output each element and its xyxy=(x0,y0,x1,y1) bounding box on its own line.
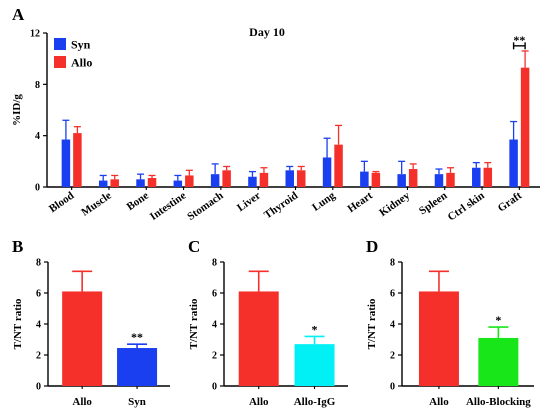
panel-letter-d: D xyxy=(366,237,378,256)
y-tick-label: 6 xyxy=(36,289,41,300)
y-tick-label: 4 xyxy=(212,320,217,331)
legend-swatch-syn xyxy=(54,38,66,50)
panel-letter-a: A xyxy=(12,5,25,24)
legend-swatch-allo xyxy=(54,56,66,68)
y-tick-label: 0 xyxy=(212,382,217,393)
bar-allo-heart xyxy=(371,172,381,187)
bar-allo-muscle xyxy=(110,179,119,187)
category-label-allo: Allo xyxy=(429,396,449,408)
panel-a: A Day 10 %ID/g 0 4 8 12 Blood Muscle BoneIntestin… xyxy=(11,5,540,223)
category-label-kidney: Kidney xyxy=(377,189,412,219)
y-axis-title: %ID/g xyxy=(11,94,23,126)
category-label-heart: Heart xyxy=(345,189,375,215)
category-label-muscle: Muscle xyxy=(79,190,114,219)
category-label-allo: Allo xyxy=(249,396,269,408)
category-label-blood: Blood xyxy=(47,190,76,216)
y-tick-label: 6 xyxy=(390,289,395,300)
bar-allo-thyroid xyxy=(297,170,306,187)
bar-allo-lung xyxy=(334,144,343,187)
y-tick-label: 4 xyxy=(390,320,395,331)
bar-allo xyxy=(62,291,103,386)
bar-syn-thyroid xyxy=(285,170,294,187)
bar-syn-intestine xyxy=(173,180,183,187)
bar-allo-graft xyxy=(520,67,530,187)
y-tick-label: 12 xyxy=(30,29,40,40)
category-label-graft: Graft xyxy=(496,189,525,214)
y-tick-label: 0 xyxy=(35,183,40,194)
category-label-thyroid: Thyroid xyxy=(262,190,300,222)
y-tick-label: 8 xyxy=(390,258,395,269)
panel-letter-b: B xyxy=(12,237,23,256)
significance-marker: ** xyxy=(131,330,143,344)
category-label-lung: Lung xyxy=(310,189,338,213)
category-label-ctrl-skin: Ctrl skin xyxy=(446,190,487,224)
panel-letter-c: C xyxy=(188,237,200,256)
bar-allo-igg xyxy=(294,344,335,386)
bar-allo-bone xyxy=(147,178,157,187)
bar-allo xyxy=(418,291,459,386)
legend-label-syn: Syn xyxy=(71,38,91,52)
bar-syn-kidney xyxy=(397,174,406,187)
bar-syn-lung xyxy=(322,157,332,187)
y-axis-title: T/NT ratio xyxy=(188,298,200,349)
y-tick-label: 8 xyxy=(35,80,40,91)
bar-syn-blood xyxy=(61,139,71,187)
category-label-stomach: Stomach xyxy=(185,190,225,223)
bar-allo-ctrl-skin xyxy=(483,167,493,187)
y-tick-label: 4 xyxy=(36,320,41,331)
bar-syn-heart xyxy=(360,171,369,187)
bar-allo-spleen xyxy=(446,172,455,187)
category-label-allo-igg: Allo-IgG xyxy=(294,396,336,408)
y-tick-label: 4 xyxy=(35,131,40,142)
bar-syn-stomach xyxy=(210,174,220,187)
y-tick-label: 8 xyxy=(212,258,217,269)
bar-allo-liver xyxy=(259,172,269,187)
bar-allo-blocking xyxy=(478,337,519,386)
y-tick-label: 2 xyxy=(390,351,395,362)
category-label-allo: Allo xyxy=(72,396,92,408)
bar-syn-spleen xyxy=(434,174,444,187)
bar-allo xyxy=(238,291,279,386)
bar-syn-liver xyxy=(248,176,257,187)
panel-c: C T/NT ratio 0 2 4 6 8 Allo Allo-IgG * xyxy=(188,237,348,408)
bar-allo-intestine xyxy=(185,175,194,187)
y-axis-title: T/NT ratio xyxy=(366,298,378,349)
legend-label-allo: Allo xyxy=(71,56,92,70)
bar-syn-muscle xyxy=(98,180,108,187)
y-tick-label: 6 xyxy=(212,289,217,300)
category-label-syn: Syn xyxy=(128,396,146,408)
category-label-allo-blocking: Allo-Blocking xyxy=(466,396,531,408)
y-tick-label: 2 xyxy=(36,351,41,362)
y-tick-label: 2 xyxy=(212,351,217,362)
y-tick-label: 0 xyxy=(36,382,41,393)
panel-b: B T/NT ratio 0 2 4 6 8 Allo Syn ** xyxy=(12,237,170,408)
panel-d: D T/NT ratio 0 2 4 6 8 Allo Allo-Blocking * xyxy=(366,237,534,408)
bar-syn-bone xyxy=(136,179,145,187)
chart-title: Day 10 xyxy=(249,25,285,39)
significance-marker: * xyxy=(495,313,501,327)
bar-syn xyxy=(117,348,158,386)
category-label-bone: Bone xyxy=(125,190,152,214)
significance-marker: * xyxy=(312,322,318,336)
significance-marker: ** xyxy=(513,33,525,47)
category-label-liver: Liver xyxy=(235,190,263,215)
y-axis-title: T/NT ratio xyxy=(12,298,24,349)
category-label-intestine: Intestine xyxy=(148,190,189,223)
bar-allo-kidney xyxy=(408,169,418,187)
y-tick-label: 8 xyxy=(36,258,41,269)
bar-syn-ctrl-skin xyxy=(472,167,481,187)
bar-allo-blood xyxy=(73,133,82,187)
bar-allo-stomach xyxy=(222,170,231,187)
bar-syn-graft xyxy=(509,139,518,187)
y-tick-label: 0 xyxy=(390,382,395,393)
